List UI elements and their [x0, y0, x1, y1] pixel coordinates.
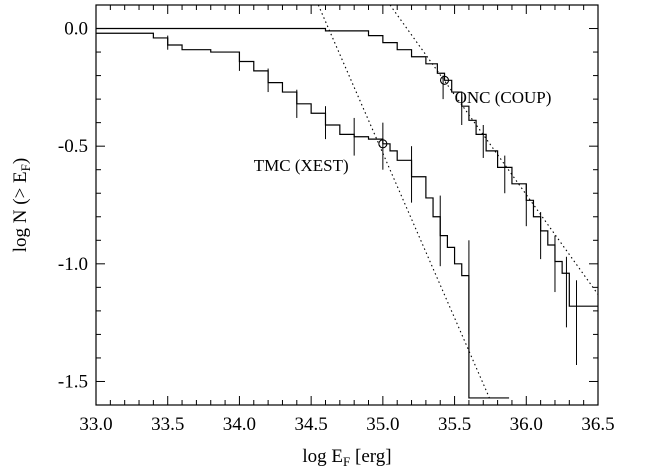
series-line-0 — [96, 27, 598, 307]
circle-marker-0 — [439, 75, 450, 85]
y-tick-label: 0.0 — [64, 19, 88, 40]
fit-line-1 — [317, 4, 491, 401]
x-tick-label: 36.5 — [581, 414, 614, 435]
series-lines — [96, 27, 598, 399]
y-tick-label: -1.0 — [58, 254, 88, 275]
y-tick-label: -1.5 — [58, 371, 88, 392]
annotation-label: TMC (XEST) — [254, 156, 349, 175]
y-axis-title: log N (> EF) — [10, 158, 33, 252]
annotations: ONC (COUP) TMC (XEST) — [254, 88, 552, 175]
annotation-label: ONC (COUP) — [455, 88, 552, 107]
y-tick-label: -0.5 — [58, 136, 88, 157]
x-axis-title: log EF [erg] — [302, 446, 391, 469]
fit-lines — [317, 4, 599, 401]
axis-ticks: 33.0 33.5 34.0 34.5 35.0 35.5 36.0 36.5 0.0 -0.5 -… — [58, 4, 615, 435]
markers — [378, 75, 450, 149]
fit-line-0 — [389, 4, 599, 295]
x-tick-label: 33.5 — [151, 414, 184, 435]
series-line-1 — [96, 32, 510, 399]
x-tick-label: 33.0 — [79, 414, 112, 435]
circle-marker-1 — [378, 139, 388, 149]
x-tick-label: 34.0 — [223, 414, 256, 435]
x-tick-label: 35.5 — [438, 414, 471, 435]
plot-frame — [95, 4, 599, 406]
x-tick-label: 35.0 — [366, 414, 399, 435]
x-tick-label: 36.0 — [510, 414, 543, 435]
error-bars — [167, 35, 577, 365]
x-tick-label: 34.5 — [295, 414, 328, 435]
